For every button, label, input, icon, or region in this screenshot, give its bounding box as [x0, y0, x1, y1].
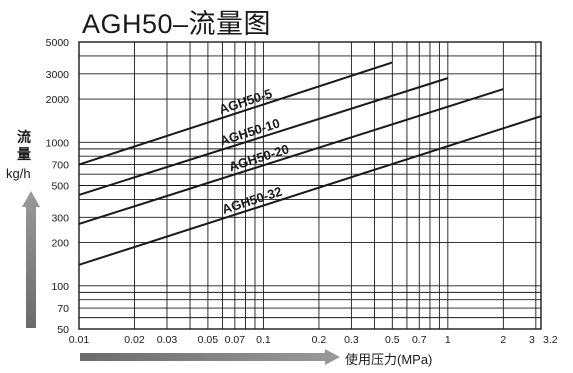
x-axis-arrow-icon [80, 349, 340, 365]
x-tick-label: 0.7 [412, 334, 427, 346]
y-tick-label: 5000 [46, 37, 70, 49]
y-tick-label: 70 [57, 303, 69, 315]
series-label: AGH50-32 [220, 184, 284, 217]
series-layer [78, 61, 542, 266]
x-tick-label: 3.2 [543, 334, 558, 346]
y-tick-label: 500 [51, 181, 69, 193]
x-tick-label: 1 [445, 334, 451, 346]
y-tick-label: 200 [51, 238, 69, 250]
x-tick-label: 0.2 [312, 334, 327, 346]
y-axis-label-line2: 量 [17, 146, 31, 162]
y-tick-label: 3000 [46, 69, 70, 81]
y-tick-labels: 50 70 100 200 300 500 700 1000 2000 3000 5000 [46, 37, 70, 336]
x-tick-label: 0.3 [344, 334, 359, 346]
y-tick-label: 2000 [46, 94, 70, 106]
x-axis-label: 使用压力(MPa) [345, 352, 433, 367]
y-axis-arrow-icon [22, 191, 40, 328]
x-tick-label: 0.07 [225, 334, 246, 346]
chart-title: AGH50–流量图 [82, 9, 272, 39]
x-tick-label: 2 [500, 334, 506, 346]
grid-layer [78, 41, 542, 330]
y-tick-label: 700 [51, 160, 69, 172]
x-tick-label: 3 [529, 334, 535, 346]
x-tick-label: 0.1 [256, 334, 271, 346]
x-tick-label: 0.5 [385, 334, 400, 346]
x-tick-label: 0.03 [157, 334, 178, 346]
x-tick-label: 0.01 [69, 334, 90, 346]
y-tick-label: 50 [57, 324, 69, 336]
series-label: AGH50-10 [218, 115, 282, 148]
y-tick-label: 1000 [46, 137, 70, 149]
y-axis-unit: kg/h [6, 166, 31, 181]
plot-border [78, 41, 542, 330]
series-line [78, 61, 393, 166]
plot-frame [78, 41, 542, 330]
series-line [78, 77, 449, 196]
series-line [78, 115, 542, 266]
series-line [78, 88, 504, 225]
y-tick-label: 100 [51, 281, 69, 293]
y-tick-label: 300 [51, 212, 69, 224]
x-tick-labels: 0.01 0.02 0.03 0.05 0.07 0.1 0.2 0.3 0.5 0.7 1 2 3 3.… [69, 334, 558, 346]
series-label: AGH50-20 [227, 141, 291, 174]
x-tick-label: 0.05 [198, 334, 219, 346]
y-axis-label-line1: 流 [17, 129, 31, 145]
x-tick-label: 0.02 [124, 334, 145, 346]
